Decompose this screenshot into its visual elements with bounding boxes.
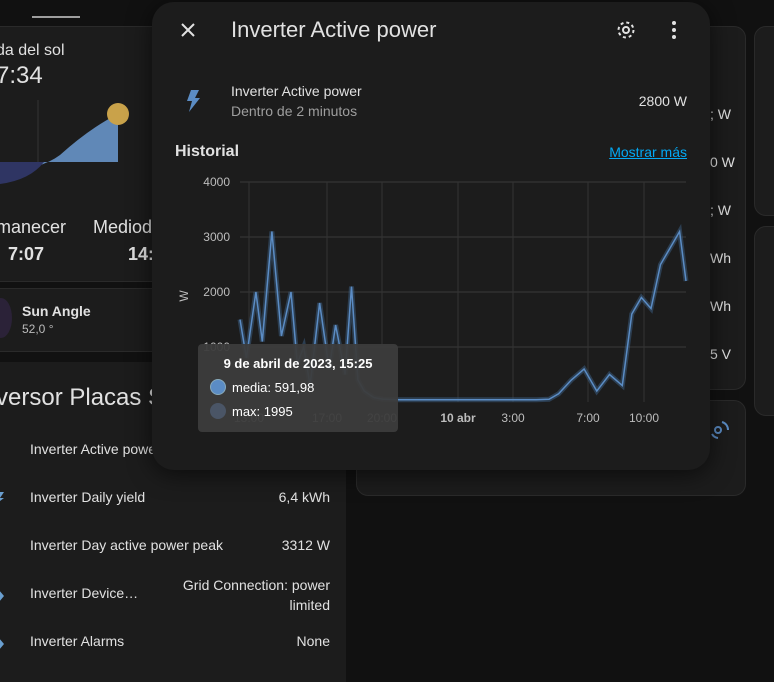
y-tick-label: 2000 bbox=[203, 285, 230, 299]
sun-angle-value: 52,0 ° bbox=[22, 322, 54, 336]
inverter-row-label[interactable]: Inverter Day active power peak bbox=[30, 537, 223, 553]
sun-position-icon bbox=[107, 103, 129, 125]
inverter-row-label[interactable]: Inverter Device… bbox=[30, 585, 138, 601]
x-tick-label: 10 abr bbox=[440, 411, 476, 425]
right-value: 5 V bbox=[710, 346, 731, 362]
tab-indicator bbox=[32, 16, 80, 18]
right-value: 0 W bbox=[710, 154, 735, 170]
inverter-row-label[interactable]: Inverter Active powe bbox=[30, 441, 156, 457]
right-value: Wh bbox=[710, 250, 731, 266]
tooltip-max-row: max: 1995 bbox=[210, 403, 386, 419]
inverter-card-title: versor Placas S bbox=[0, 384, 164, 412]
radar-icon bbox=[708, 418, 730, 440]
far-right-card bbox=[754, 26, 774, 216]
tooltip-title: 9 de abril de 2023, 15:25 bbox=[210, 356, 386, 371]
x-tick-label: 3:00 bbox=[501, 411, 525, 425]
x-tick-label: 10:00 bbox=[629, 411, 659, 425]
chart-tooltip: 9 de abril de 2023, 15:25 media: 591,98 … bbox=[198, 344, 398, 432]
inverter-row-label[interactable]: Inverter Daily yield bbox=[30, 489, 145, 505]
right-value: ; W bbox=[710, 202, 731, 218]
tooltip-mean: media: 591,98 bbox=[232, 380, 314, 395]
more-info-dialog: Inverter Active power Inverter Active po… bbox=[152, 2, 710, 470]
sun-elevation-graph bbox=[0, 100, 150, 190]
sun-time: 7:34 bbox=[0, 62, 43, 90]
noon-time: 14: bbox=[128, 244, 154, 265]
tooltip-max: max: 1995 bbox=[232, 404, 293, 419]
inverter-row-label[interactable]: Inverter Alarms bbox=[30, 633, 124, 649]
x-tick-label: 7:00 bbox=[576, 411, 600, 425]
sun-title: da del sol bbox=[0, 42, 65, 60]
series-dot-icon bbox=[210, 379, 226, 395]
y-tick-label: 4000 bbox=[203, 175, 230, 189]
right-value: ; W bbox=[710, 106, 731, 122]
sunrise-time: 7:07 bbox=[8, 244, 44, 265]
inverter-row-value: None bbox=[297, 633, 330, 649]
right-value: Wh bbox=[710, 298, 731, 314]
y-axis-label: W bbox=[177, 290, 191, 302]
sunrise-label: manecer bbox=[0, 217, 66, 238]
noon-label: Mediod bbox=[93, 217, 152, 238]
inverter-row-value: 3312 W bbox=[282, 537, 330, 553]
inverter-row-value: Grid Connection: power limited bbox=[170, 575, 330, 615]
series-dot-icon bbox=[210, 403, 226, 419]
sun-angle-name: Sun Angle bbox=[22, 303, 91, 319]
far-right-card bbox=[754, 226, 774, 416]
inverter-row-value: 6,4 kWh bbox=[279, 489, 330, 505]
y-tick-label: 3000 bbox=[203, 230, 230, 244]
tooltip-mean-row: media: 591,98 bbox=[210, 379, 386, 395]
